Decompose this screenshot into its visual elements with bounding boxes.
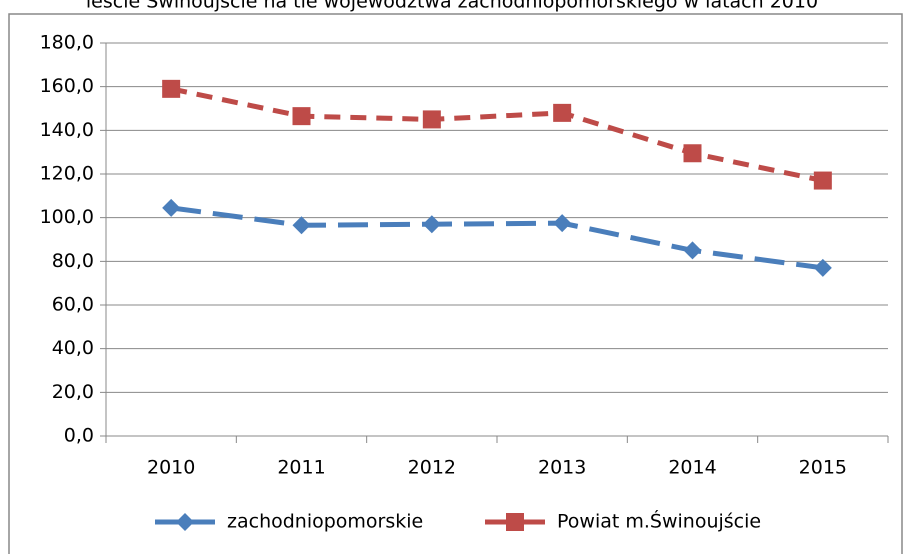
data-point [292,216,311,235]
y-tick-label: 80,0 [52,250,94,272]
y-tick-label: 40,0 [52,337,94,359]
data-point [162,198,181,217]
chart-frame [8,13,903,554]
x-tick-label: 2010 [147,457,195,479]
data-point [683,241,702,260]
x-tick-label: 2015 [799,457,847,479]
y-tick-label: 20,0 [52,381,94,403]
chart-title: ieście Świnoujście na tle województwa za… [86,0,818,13]
y-tick-label: 160,0 [40,75,94,97]
legend-label: zachodniopomorskie [227,511,423,533]
y-tick-label: 120,0 [40,163,94,185]
x-tick-label: 2014 [668,457,716,479]
series-line [170,86,824,183]
data-point [553,214,572,233]
y-tick-label: 180,0 [40,32,94,54]
y-tick-label: 100,0 [40,206,94,228]
x-tick-label: 2011 [277,457,325,479]
y-tick-label: 140,0 [40,119,94,141]
data-point [813,171,832,190]
legend-label: Powiat m.Świnoujście [557,509,761,533]
data-point [813,258,832,277]
x-tick-label: 2012 [408,457,456,479]
series-line [170,205,824,271]
legend-marker [506,513,524,531]
x-tick-label: 2013 [538,457,586,479]
data-point [422,215,441,234]
legend-marker [176,513,194,531]
data-point [292,107,311,126]
data-point [162,79,181,98]
y-tick-label: 0,0 [64,425,94,447]
y-tick-label: 60,0 [52,294,94,316]
data-point [553,103,572,122]
data-point [422,110,441,129]
data-point [683,144,702,163]
